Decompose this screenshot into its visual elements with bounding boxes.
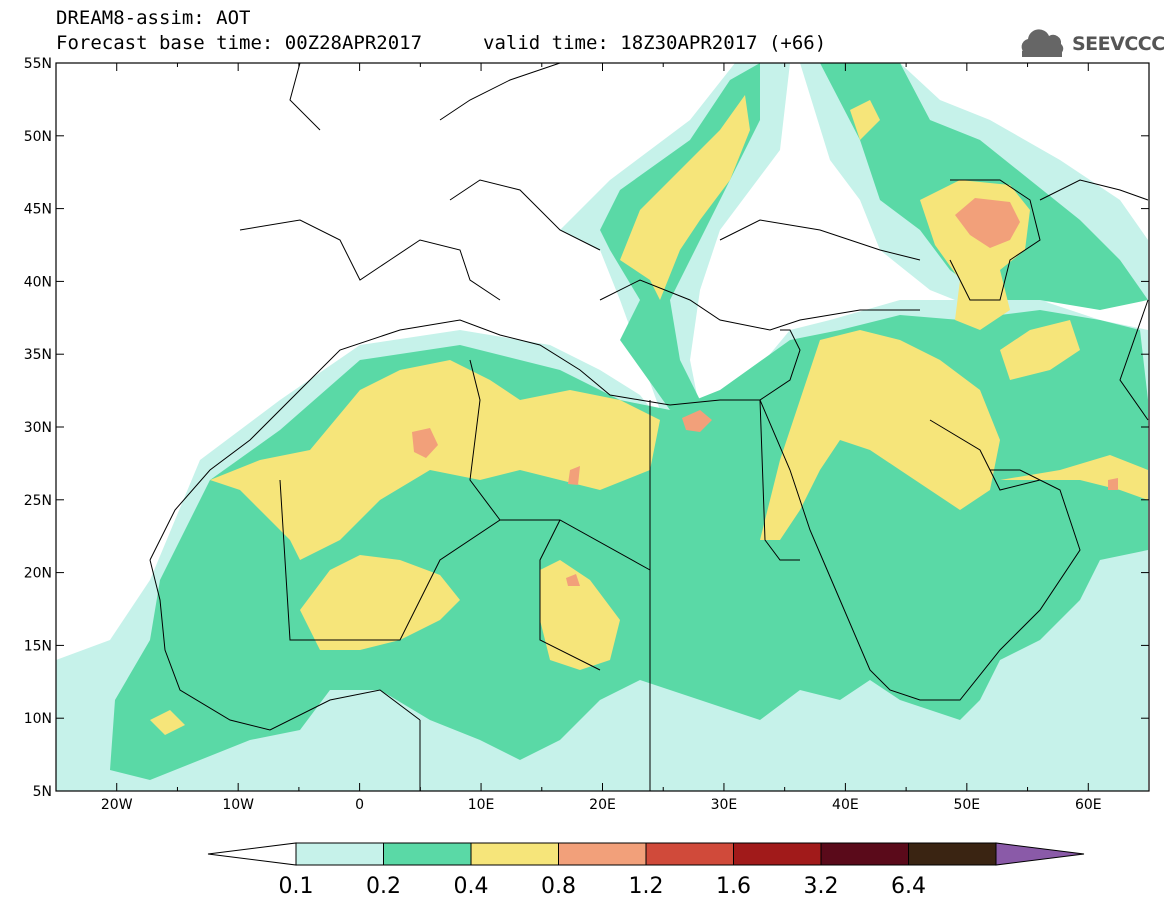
lat-label: 20N	[24, 566, 52, 582]
colorbar-swatch	[733, 842, 822, 866]
lat-label: 45N	[24, 202, 52, 218]
lat-label: 10N	[24, 711, 52, 727]
colorbar-swatch	[295, 842, 384, 866]
lon-label: 50E	[953, 797, 980, 813]
aot-field	[56, 63, 1148, 791]
colorbar-swatch	[558, 842, 647, 866]
colorbar-swatch	[470, 842, 559, 866]
colorbar-swatch	[383, 842, 472, 866]
lat-label: 5N	[33, 784, 52, 800]
colorbar-label: 3.2	[803, 874, 839, 899]
lat-label: 15N	[24, 638, 52, 654]
lon-label: 20E	[589, 797, 616, 813]
latitude-axis: 55N 50N 45N 40N 35N 30N 25N 20N 15N 10N 5N	[24, 56, 1149, 800]
lon-label: 0	[355, 797, 364, 813]
colorbar	[207, 842, 1085, 866]
lon-label: 10E	[468, 797, 495, 813]
colorbar-swatch	[820, 842, 909, 866]
lon-label: 20W	[101, 797, 133, 813]
colorbar-label: 0.1	[278, 874, 314, 899]
aot-contour-0-4	[150, 95, 1148, 735]
lon-label: 30E	[711, 797, 738, 813]
colorbar-swatch	[908, 842, 997, 866]
valid-time: valid time: 18Z30APR2017 (+66)	[483, 32, 827, 54]
longitude-axis: 20W 10W 0 10E 20E 30E 40E 50E 60E	[55, 63, 1150, 813]
lon-label: 60E	[1075, 797, 1102, 813]
seevccc-logo: SEEVCCC	[1016, 24, 1165, 60]
map-title: DREAM8-assim: AOT	[56, 7, 251, 29]
colorbar-label: 0.2	[366, 874, 401, 899]
colorbar-label: 0.4	[453, 874, 489, 899]
lat-label: 50N	[24, 129, 52, 145]
aot-contour-0-8	[412, 198, 1118, 586]
colorbar-arrow-low	[207, 842, 297, 866]
colorbar-label: 1.6	[716, 874, 751, 899]
lat-label: 35N	[24, 347, 52, 363]
colorbar-label: 6.4	[891, 874, 926, 899]
forecast-base-time: Forecast base time: 00Z28APR2017	[56, 32, 423, 54]
lon-label: 10W	[222, 797, 254, 813]
lon-label: 40E	[832, 797, 859, 813]
colorbar-swatch	[645, 842, 734, 866]
logo-text: SEEVCCC	[1072, 33, 1165, 55]
lat-label: 55N	[24, 56, 52, 72]
cloud-icon	[1021, 29, 1064, 57]
colorbar-arrow-high	[995, 842, 1085, 866]
colorbar-label: 0.8	[541, 874, 576, 899]
lat-label: 30N	[24, 420, 52, 436]
colorbar-label: 1.2	[628, 874, 664, 899]
lat-label: 40N	[24, 274, 52, 290]
coastlines	[149, 63, 1149, 791]
lat-label: 25N	[24, 493, 52, 509]
